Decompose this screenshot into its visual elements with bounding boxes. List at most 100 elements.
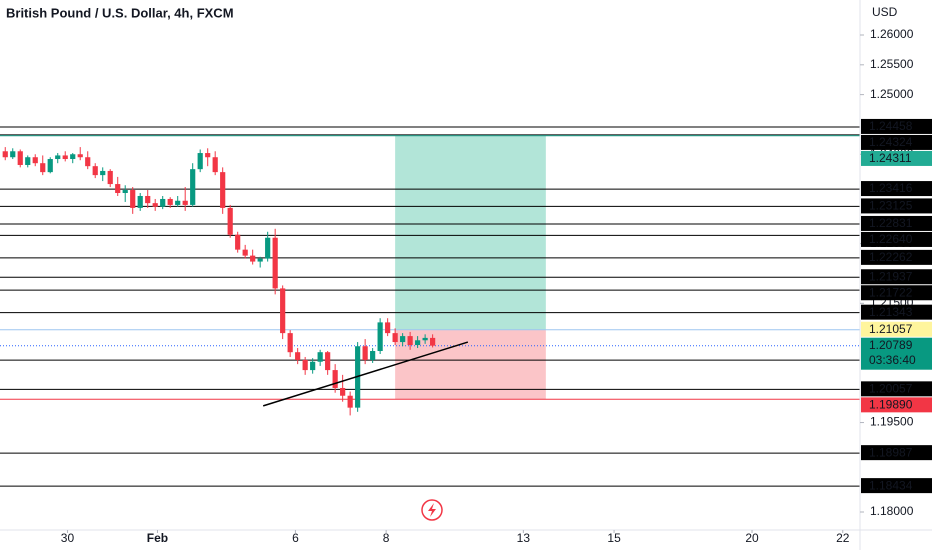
level-label-bg — [861, 198, 932, 214]
candle-body — [220, 172, 226, 208]
candle-body — [227, 207, 233, 235]
candle-body — [385, 322, 391, 334]
y-tick-label: 1.19500 — [870, 415, 914, 429]
candle-body — [280, 288, 286, 334]
x-tick-label: 8 — [383, 531, 390, 545]
candle-body — [340, 387, 346, 396]
level-label-bg — [861, 285, 932, 301]
level-label: 1.21057 — [869, 322, 913, 336]
level-label: 1.21937 — [869, 269, 913, 283]
candle-body — [152, 203, 158, 207]
candle-body — [107, 170, 113, 185]
candle-body — [257, 258, 263, 262]
level-label: 1.19890 — [869, 398, 913, 412]
replay-icon[interactable] — [421, 499, 443, 521]
level-label: 1.22262 — [869, 250, 913, 264]
candle-body — [175, 200, 181, 205]
candle-body — [182, 200, 188, 205]
countdown-label: 03:36:40 — [869, 353, 916, 367]
candle-body — [17, 151, 23, 165]
x-tick-label: 22 — [836, 531, 850, 545]
level-label-bg — [861, 397, 932, 413]
level-label: 1.18987 — [869, 445, 913, 459]
candle-body — [77, 154, 83, 158]
candle-body — [100, 170, 106, 176]
chart-title: British Pound / U.S. Dollar, 4h, FXCM — [6, 5, 234, 20]
level-label: 1.22640 — [869, 232, 913, 246]
candle-body — [145, 195, 151, 204]
level-label-bg — [861, 478, 932, 494]
candle-body — [160, 198, 166, 207]
y-tick-label: 1.18000 — [870, 504, 914, 518]
candle-body — [55, 155, 61, 160]
candle-body — [235, 234, 241, 250]
candle-body — [272, 237, 278, 289]
candle-body — [422, 337, 428, 341]
candle-body — [70, 154, 76, 160]
level-label-bg — [861, 249, 932, 265]
candle-body — [47, 159, 53, 173]
level-label-bg — [861, 231, 932, 247]
level-label: 1.21722 — [869, 285, 913, 299]
x-tick-label: 15 — [607, 531, 621, 545]
level-label-bg — [861, 150, 932, 166]
candle-body — [212, 157, 218, 173]
candle-body — [310, 361, 316, 371]
candle-body — [190, 169, 196, 205]
candle-body — [137, 195, 143, 208]
candle-body — [362, 346, 368, 360]
level-label-bg — [861, 321, 932, 337]
x-tick-label: 6 — [292, 531, 299, 545]
candle-body — [332, 370, 338, 388]
candle-body — [325, 352, 331, 371]
plot-area — [0, 126, 860, 487]
level-label: 1.24311 — [869, 151, 912, 165]
candle-body — [415, 340, 421, 346]
level-label-bg — [861, 269, 932, 285]
candle-body — [250, 255, 256, 262]
level-label: 1.24324 — [869, 135, 913, 149]
level-label-bg — [861, 181, 932, 197]
profit-zone — [395, 135, 546, 330]
candle-body — [62, 155, 68, 160]
candle-body — [377, 322, 383, 352]
level-label: 1.18434 — [869, 478, 913, 492]
candle-body — [40, 163, 46, 173]
candle-body — [197, 153, 203, 170]
level-label: 1.20057 — [869, 382, 913, 396]
icon-bolt[interactable] — [428, 503, 436, 517]
candle-body — [85, 157, 91, 167]
level-label-bg — [861, 381, 932, 397]
candle-body — [25, 157, 31, 165]
candle-body — [407, 336, 413, 346]
trend-line — [262, 341, 469, 407]
candle-body — [317, 352, 323, 362]
candle-body — [430, 337, 436, 346]
x-tick-label: 20 — [745, 531, 759, 545]
level-label-bg — [861, 215, 932, 231]
candle-body — [167, 198, 173, 205]
candle-body — [10, 151, 16, 158]
candle-body — [130, 190, 136, 208]
candle-body — [400, 336, 406, 343]
x-tick-label: 30 — [61, 531, 75, 545]
candle-body — [92, 166, 98, 176]
level-label-bg — [861, 445, 932, 461]
level-label: 1.24458 — [869, 119, 913, 133]
x-tick-label: 13 — [517, 531, 531, 545]
candle-body — [115, 184, 121, 194]
currency-label: USD — [872, 5, 898, 19]
candle-body — [392, 333, 398, 343]
level-label-bg — [861, 134, 932, 150]
level-label: 1.23125 — [869, 199, 913, 213]
level-label-bg — [861, 118, 932, 134]
candle-body — [122, 190, 128, 194]
last-price-label: 1.20789 — [869, 338, 913, 352]
y-tick-label: 1.26000 — [870, 27, 914, 41]
candle-body — [265, 237, 271, 259]
candle-body — [205, 153, 211, 158]
candle-body — [287, 333, 293, 353]
level-label-bg — [861, 304, 932, 320]
candle-body — [2, 151, 8, 158]
